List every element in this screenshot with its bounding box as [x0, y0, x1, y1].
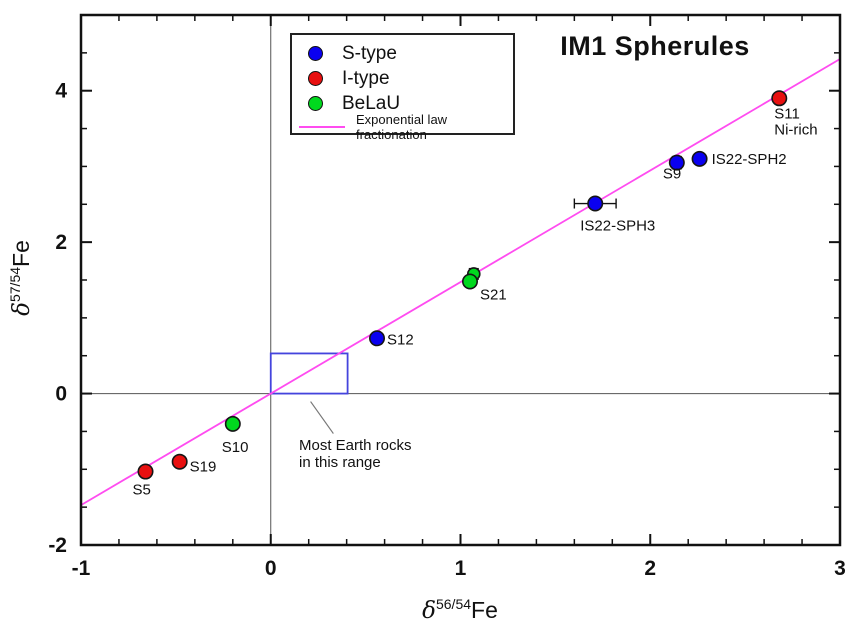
y-tick-label: 4 — [55, 80, 67, 103]
legend-item-belau: BeLaU — [292, 91, 513, 116]
legend-item-s-type: S-type — [292, 41, 513, 66]
y-tick-label: 0 — [55, 383, 67, 406]
data-point-IS22-SPH3 — [587, 195, 604, 212]
plot-frame — [79, 13, 842, 547]
data-point-S9 — [668, 154, 685, 171]
isotope-superscript: 57/54 — [7, 266, 23, 303]
annotation-line-2: in this range — [299, 454, 381, 471]
annotation-line-1: Most Earth rocks — [299, 437, 412, 454]
s-type-marker-icon — [308, 46, 323, 61]
y-tick-label: 2 — [55, 231, 67, 254]
isotope-superscript: 56/54 — [435, 596, 472, 612]
element-symbol: Fe — [471, 597, 498, 623]
element-symbol: Fe — [8, 240, 34, 267]
point-label-S21: S21 — [480, 287, 507, 304]
point-label-IS22-SPH2: IS22-SPH2 — [712, 151, 787, 168]
point-label-S12: S12 — [387, 331, 414, 348]
point-label-S5: S5 — [133, 482, 151, 499]
x-tick-label: -1 — [72, 557, 91, 580]
x-tick-label: 1 — [455, 557, 467, 580]
x-axis-label: δ56/54Fe — [360, 596, 560, 624]
data-point-S12 — [369, 330, 386, 347]
data-point-S5 — [137, 463, 154, 480]
annotation-leader-line — [310, 401, 334, 434]
data-point-S21 — [461, 273, 478, 290]
legend-label: S-type — [342, 42, 397, 64]
point-label-S19: S19 — [190, 459, 217, 476]
data-point-S10 — [224, 415, 241, 432]
x-tick-label: 2 — [644, 557, 656, 580]
point-label-S11: Ni-rich — [774, 121, 817, 138]
data-point-S19 — [171, 453, 188, 470]
data-point-IS22-SPH2 — [691, 150, 708, 167]
legend-label: I-type — [342, 67, 390, 89]
earth-rocks-box — [269, 352, 349, 395]
legend-item-fractionation-line: Exponential law fractionation — [292, 112, 513, 142]
legend-label: BeLaU — [342, 92, 401, 114]
legend-label: Exponential law fractionation — [356, 111, 448, 142]
chart-title: IM1 Spherules — [560, 31, 750, 61]
fractionation-line — [80, 58, 841, 506]
belau-marker-icon — [308, 96, 323, 111]
y-axis-label: δ57/54Fe — [7, 198, 37, 358]
point-label-S11: S11 — [774, 105, 800, 122]
y-tick-label: -2 — [48, 534, 67, 557]
legend-item-i-type: I-type — [292, 66, 513, 91]
fractionation-line-icon — [299, 125, 345, 128]
point-label-IS22-SPH3: IS22-SPH3 — [580, 218, 655, 235]
x-tick-label: 0 — [265, 557, 277, 580]
delta-symbol: δ — [422, 598, 436, 624]
x-tick-label: 3 — [834, 557, 846, 580]
point-label-S9: S9 — [663, 166, 681, 183]
point-label-S10: S10 — [222, 439, 249, 456]
legend: S-type I-type BeLaU Exponential law frac… — [290, 33, 515, 142]
delta-symbol: δ — [9, 302, 35, 316]
i-type-marker-icon — [308, 71, 323, 86]
data-point-S11 — [771, 90, 788, 107]
earth-rocks-annotation: Most Earth rocks in this range — [299, 437, 412, 471]
